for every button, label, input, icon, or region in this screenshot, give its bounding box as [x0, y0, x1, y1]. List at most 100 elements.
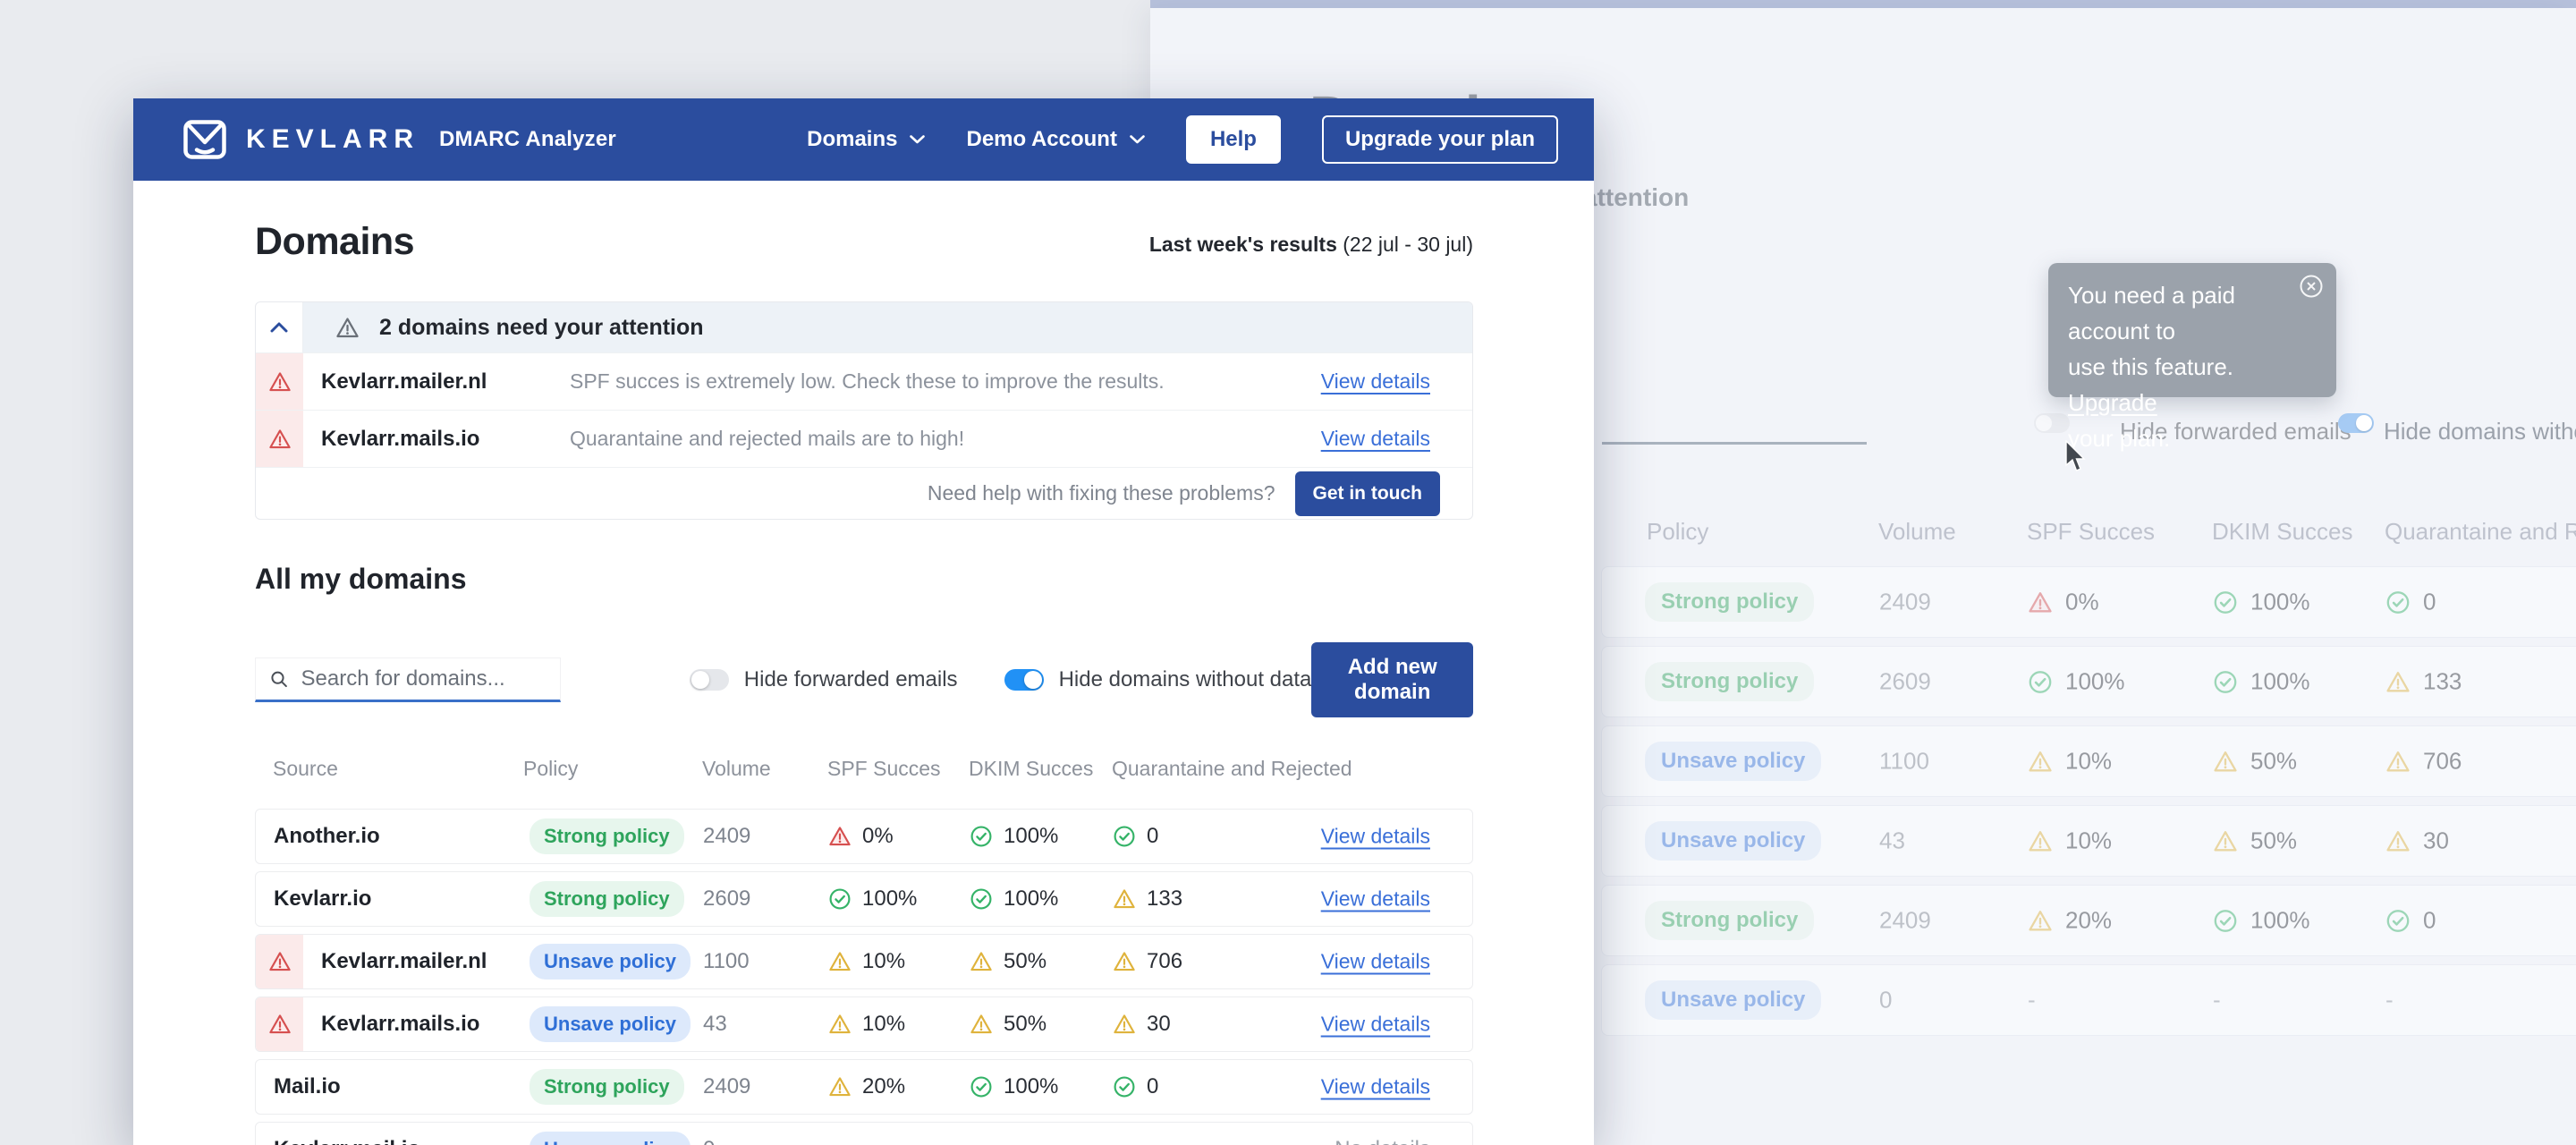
domain-search-box — [255, 657, 561, 702]
background-col-dkim: DKIM Succes — [2212, 518, 2353, 545]
view-details-link[interactable]: View details — [1320, 824, 1430, 848]
quarantaine-metric: 706 — [1113, 949, 1182, 974]
spf-metric: - — [828, 1137, 835, 1145]
background-faded-layer: Hide forwarded emails Policy Volume SPF … — [1150, 8, 2576, 1145]
hide-forwarded-label: Hide forwarded emails — [743, 667, 958, 691]
brand-name: KEVLARR — [246, 124, 420, 154]
help-button[interactable]: Help — [1185, 115, 1281, 164]
quarantaine-metric: 133 — [1113, 886, 1182, 912]
check-circle-icon — [1113, 1075, 1136, 1098]
warning-triangle-icon — [2213, 749, 2238, 774]
nav-menu-account[interactable]: Demo Account — [966, 127, 1145, 152]
domain-name: Kevlarr.mailer.nl — [321, 949, 487, 973]
upgrade-plan-link[interactable]: Upgrade — [2068, 389, 2157, 416]
warning-triangle-icon — [2028, 908, 2053, 933]
warning-triangle-icon — [970, 1013, 993, 1036]
volume-value: 43 — [1879, 827, 1905, 854]
table-row: Kevlarr.mailer.nl Unsave policy 1100 10% 50%… — [255, 934, 1473, 989]
hide-domains-without-data-toggle[interactable] — [1004, 669, 1044, 691]
upgrade-plan-button[interactable]: Upgrade your plan — [1321, 115, 1558, 164]
alert-domain: Kevlarr.mails.io — [321, 426, 480, 451]
col-source: Source — [273, 757, 338, 780]
spf-metric: 0% — [828, 824, 894, 849]
policy-badge: Strong policy — [1645, 662, 1815, 701]
spf-metric: 10% — [2028, 748, 2112, 776]
view-details-link[interactable]: View details — [1320, 1012, 1430, 1036]
view-details-link[interactable]: View details — [1320, 1074, 1430, 1098]
background-hide-forwarded-toggle — [2034, 413, 2070, 433]
app-window: KEVLARR DMARC Analyzer Domains Demo Acco… — [133, 98, 1594, 1145]
nav-menu-domains[interactable]: Domains — [807, 127, 926, 152]
mouse-cursor-icon — [2065, 440, 2086, 471]
volume-value: 43 — [703, 1012, 727, 1036]
check-circle-icon — [2213, 589, 2238, 615]
quarantaine-metric: 0 — [1113, 824, 1158, 849]
quarantaine-metric: 0 — [1113, 1074, 1158, 1099]
error-triangle-icon — [2028, 589, 2053, 615]
policy-badge: Unsave policy — [530, 1132, 691, 1145]
col-volume: Volume — [702, 757, 771, 780]
table-row: Kevlarr.mails.io Unsave policy 43 10% 50% 30 V… — [255, 997, 1473, 1052]
view-details-link[interactable]: View details — [1320, 886, 1430, 911]
check-circle-icon — [2213, 908, 2238, 933]
warning-triangle-icon — [2385, 828, 2411, 853]
dkim-metric: - — [2213, 986, 2221, 1014]
page-title: Domains — [255, 220, 415, 263]
volume-value: 2409 — [1879, 588, 1931, 615]
volume-value: 1100 — [1879, 747, 1929, 775]
warning-triangle-icon — [268, 428, 292, 451]
warning-triangle-icon — [828, 1013, 852, 1036]
search-input[interactable] — [301, 666, 560, 691]
warning-triangle-icon — [268, 950, 292, 973]
policy-badge: Unsave policy — [1645, 980, 1822, 1020]
collapse-panel-button[interactable] — [256, 302, 303, 352]
alert-flag-cell — [256, 353, 303, 410]
row-flag-cell — [256, 997, 303, 1051]
background-navbar-edge — [1150, 0, 2576, 8]
warning-triangle-icon — [1113, 887, 1136, 911]
background-search-underline — [1602, 442, 1867, 445]
domain-name: Another.io — [274, 824, 380, 848]
col-policy: Policy — [523, 757, 579, 780]
alert-message: SPF succes is extremely low. Check these… — [570, 369, 1165, 393]
col-dkim: DKIM Succes — [969, 757, 1094, 780]
top-navbar: KEVLARR DMARC Analyzer Domains Demo Acco… — [133, 98, 1594, 181]
view-details-link[interactable]: View details — [1320, 427, 1430, 450]
background-table-row: Strong policy 2609 100% 100% 133 — [1601, 646, 2576, 717]
error-triangle-icon — [828, 825, 852, 848]
background-table-row: Strong policy 2409 0% 100% 0 — [1601, 566, 2576, 638]
warning-triangle-icon — [1113, 950, 1136, 973]
dkim-metric: 100% — [970, 1074, 1058, 1099]
volume-value: 2609 — [703, 886, 751, 911]
volume-value: 2409 — [703, 824, 751, 848]
background-table-row: Strong policy 2409 20% 100% 0 — [1601, 885, 2576, 956]
tooltip-line-2: use this feature. Upgrade — [2068, 353, 2233, 416]
check-circle-icon — [828, 887, 852, 911]
view-details-link[interactable]: View details — [1320, 369, 1430, 393]
background-hide-forwarded-label: Hide forwarded emails — [2120, 418, 2351, 445]
get-in-touch-button[interactable]: Get in touch — [1294, 471, 1440, 516]
hide-forwarded-toggle[interactable] — [689, 669, 729, 691]
alert-domain: Kevlarr.mailer.nl — [321, 369, 487, 394]
background-hide-domains-toggle — [2338, 413, 2374, 433]
attention-panel: 2 domains need your attention Kevlarr.ma… — [255, 301, 1473, 520]
quarantaine-metric: 30 — [1113, 1012, 1171, 1037]
add-new-domain-button[interactable]: Add new domain — [1311, 642, 1473, 717]
chevron-down-icon — [910, 135, 926, 144]
spf-metric: 10% — [828, 949, 905, 974]
policy-badge: Unsave policy — [530, 1006, 691, 1042]
warning-triangle-icon — [335, 316, 360, 340]
no-details-text: No details — [1335, 1137, 1430, 1145]
policy-badge: Strong policy — [530, 1069, 684, 1105]
dkim-metric: - — [970, 1137, 977, 1145]
spf-metric: 0% — [2028, 589, 2099, 616]
check-circle-icon — [970, 887, 993, 911]
close-icon[interactable] — [2299, 274, 2324, 299]
view-details-link[interactable]: View details — [1320, 949, 1430, 973]
footer-help-text: Need help with fixing these problems? — [927, 481, 1275, 505]
table-row: Kevlarr.mail.io Unsave policy 0 - - - No detai… — [255, 1122, 1473, 1145]
background-col-spf: SPF Succes — [2027, 518, 2156, 545]
policy-badge: Unsave policy — [530, 944, 691, 980]
col-spf: SPF Succes — [827, 757, 941, 780]
spf-metric: 100% — [2028, 668, 2125, 696]
